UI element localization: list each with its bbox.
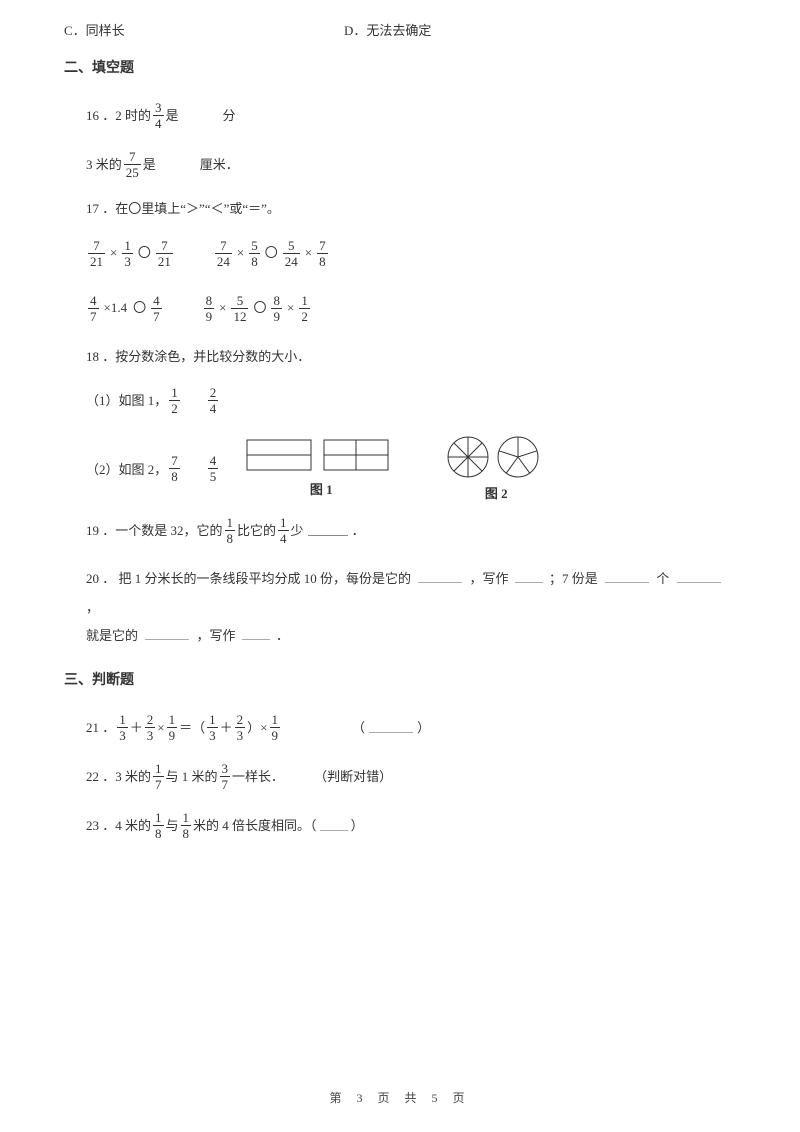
q18-p1-text: （1）如图 1， — [86, 391, 167, 411]
q16-num: 16 ． — [86, 106, 115, 126]
blank — [677, 572, 721, 583]
q20-t4: 个 — [656, 571, 669, 586]
q20: 20 ． 把 1 分米长的一条线段平均分成 10 份，每份是它的 ，写作 ；7 … — [64, 565, 736, 651]
figure-1-svg — [246, 439, 396, 475]
q22: 22 ． 3 米的 17 与 1 米的 37 一样长． （判断对错） — [64, 762, 736, 791]
q23-t1: 4 米的 — [115, 816, 151, 836]
blank — [605, 572, 649, 583]
section-3-title: 三、判断题 — [64, 669, 736, 689]
q17-t1: 在〇里填上“＞”“＜”或“＝”。 — [115, 199, 280, 219]
q19-t2: 比它的 — [237, 521, 276, 541]
q19-t3: 少 — [291, 521, 304, 541]
blank — [145, 629, 189, 640]
figure-2: 图 2 — [446, 435, 546, 502]
q18-num: 18 ． — [86, 347, 115, 367]
q22-t1: 3 米的 — [115, 767, 151, 787]
q20-t5: ， — [86, 600, 99, 615]
q17-head: 17 ． 在〇里填上“＞”“＜”或“＝”。 — [64, 199, 736, 219]
figure-2-svg — [446, 435, 546, 479]
figure-2-label: 图 2 — [485, 483, 508, 502]
blank — [418, 572, 462, 583]
q18-p2-row: （2）如图 2， 78 45 图 1 — [64, 435, 736, 502]
q19-num: 19 ． — [86, 521, 115, 541]
q23-num: 23 ． — [86, 816, 115, 836]
q20-t3: ；7 份是 — [549, 571, 598, 586]
q16-t2: 是 — [166, 106, 179, 126]
page-footer: 第 3 页 共 5 页 — [0, 1089, 800, 1106]
figure-1-label: 图 1 — [310, 479, 333, 498]
blank — [242, 629, 270, 640]
q23-t3: 米的 4 倍长度相同。（ — [193, 816, 317, 836]
q16-frac1: 3 4 — [153, 101, 164, 130]
q18-p1: （1）如图 1， 12 24 — [64, 386, 736, 415]
q16-t3: 分 — [223, 106, 236, 126]
q23-t2: 与 — [166, 816, 179, 836]
q17-eq1: 721 × 13 〇 721 — [86, 239, 175, 268]
blank — [369, 722, 413, 733]
q16-t6: 厘米． — [200, 155, 239, 175]
q23-t4: ） — [351, 816, 364, 836]
q16-line1: 16 ． 2 时的 3 4 是 分 — [64, 101, 736, 130]
q17-num: 17 ． — [86, 199, 115, 219]
q16-t4: 3 米的 — [86, 155, 122, 175]
q17-row1: 721 × 13 〇 721 724 × 58 〇 524 × 78 — [64, 239, 736, 268]
q22-t2: 与 1 米的 — [166, 767, 218, 787]
q16-frac2: 7 25 — [124, 150, 141, 179]
q18-p2-text: （2）如图 2， — [86, 459, 167, 478]
q20-t1: 把 1 分米长的一条线段平均分成 10 份，每份是它的 — [119, 571, 412, 586]
section-2-title: 二、填空题 — [64, 57, 736, 77]
q22-num: 22 ． — [86, 767, 115, 787]
q19: 19 ． 一个数是 32，它的 18 比它的 14 少 ． — [64, 516, 736, 545]
q22-judge: （判断对错） — [314, 767, 392, 787]
q20-t6: 就是它的 — [86, 628, 138, 643]
q20-num: 20 ． — [86, 571, 115, 586]
q19-t1: 一个数是 32，它的 — [115, 521, 222, 541]
q16-t1: 2 时的 — [115, 106, 151, 126]
blank — [320, 820, 348, 831]
q18-head: 18 ． 按分数涂色，并比较分数的大小． — [64, 347, 736, 367]
q21-num: 21 ． — [86, 718, 115, 738]
q16-line2: 3 米的 7 25 是 厘米． — [64, 150, 736, 179]
q20-t8: ． — [276, 628, 289, 643]
figure-1: 图 1 — [246, 439, 396, 498]
q16-t5: 是 — [143, 155, 156, 175]
option-c: C．同样长 — [64, 20, 344, 39]
blank — [515, 572, 543, 583]
q17-eq2: 724 × 58 〇 524 × 78 — [213, 239, 330, 268]
q17-eq3: 47 ×1.4 〇 47 — [86, 294, 164, 323]
q19-t4: ． — [352, 521, 365, 541]
q21: 21 ． 13 ＋ 23 × 19 ＝（ 13 ＋ 23 ）× 19 （ ） — [64, 713, 736, 742]
q23: 23 ． 4 米的 18 与 18 米的 4 倍长度相同。（ ） — [64, 811, 736, 840]
option-d: D．无法去确定 — [344, 20, 431, 39]
option-row: C．同样长 D．无法去确定 — [64, 20, 736, 39]
q17-eq4: 89 × 512 〇 89 × 12 — [202, 294, 312, 323]
q20-t7: ，写作 — [197, 628, 236, 643]
q20-t2: ，写作 — [470, 571, 509, 586]
q17-row2: 47 ×1.4 〇 47 89 × 512 〇 89 × 12 — [64, 294, 736, 323]
blank — [308, 525, 348, 536]
q18-t1: 按分数涂色，并比较分数的大小． — [115, 347, 310, 367]
q22-t3: 一样长． — [232, 767, 284, 787]
